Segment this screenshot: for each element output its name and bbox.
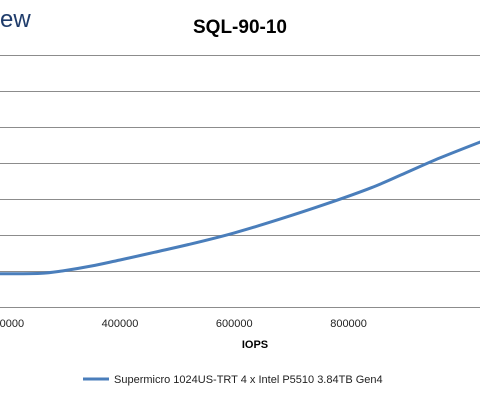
grid [0,55,480,308]
series-layer [0,140,480,276]
x-tick-label: 400000 [102,318,139,330]
x-tick-label: 200000 [0,318,24,330]
legend: Supermicro 1024US-TRT 4 x Intel P5510 3.… [83,374,383,386]
legend-label: Supermicro 1024US-TRT 4 x Intel P5510 3.… [114,374,383,386]
x-tick-label: 800000 [330,318,367,330]
x-axis-label: IOPS [242,339,268,351]
x-tick-label: 600000 [216,318,253,330]
x-tick-labels: 200000 400000 600000 800000 [0,318,367,330]
logo-text: ew [0,6,31,33]
series-line [0,140,480,276]
chart-title: SQL-90-10 [193,17,287,38]
